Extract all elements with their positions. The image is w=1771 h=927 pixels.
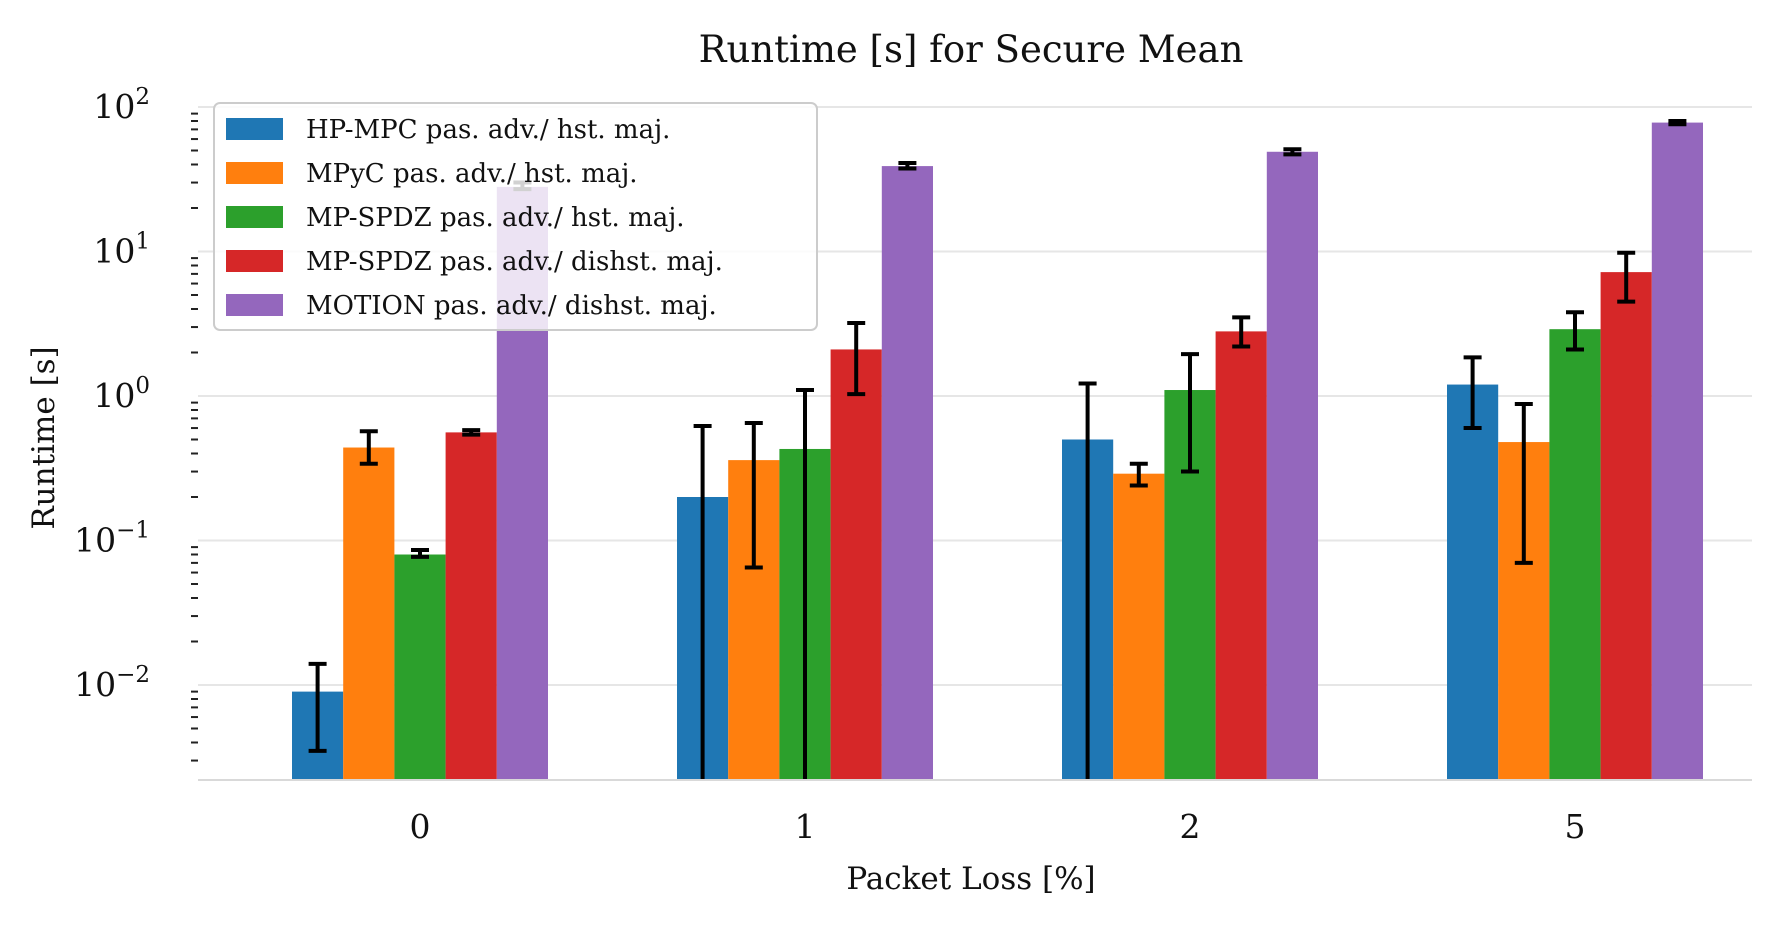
- bar: [445, 432, 497, 780]
- bar: [1266, 151, 1318, 780]
- legend-swatch: [226, 250, 283, 272]
- error-bar: [693, 423, 712, 780]
- bar: [343, 447, 395, 780]
- x-tick-label: 1: [795, 807, 816, 846]
- legend-item: MOTION pas. adv./ dishst. maj.: [226, 291, 717, 321]
- error-bar: [462, 428, 481, 437]
- y-axis-ticks: 102 101 100 10−1 10−2: [74, 84, 198, 762]
- legend-label: HP-MPC pas. adv./ hst. maj.: [306, 115, 670, 145]
- bar: [1549, 329, 1601, 780]
- error-bar: [898, 160, 917, 171]
- error-bar: [1078, 381, 1097, 780]
- y-tick-label: 102: [93, 84, 150, 126]
- bar: [830, 349, 882, 780]
- error-bar: [411, 547, 429, 559]
- legend-swatch: [226, 162, 283, 184]
- y-axis-label: Runtime [s]: [26, 346, 62, 529]
- y-tick-label: 100: [93, 373, 150, 415]
- legend: HP-MPC pas. adv./ hst. maj. MPyC pas. adv…: [213, 102, 818, 331]
- legend-label: MP-SPDZ pas. adv./ dishst. maj.: [306, 247, 723, 277]
- error-bar: [1463, 355, 1482, 431]
- legend-swatch: [226, 206, 283, 228]
- legend-swatch: [226, 118, 283, 140]
- error-bar: [1129, 461, 1148, 488]
- error-bars: [308, 119, 1687, 780]
- legend-label: MP-SPDZ pas. adv./ hst. maj.: [306, 203, 685, 233]
- bar: [1600, 272, 1652, 780]
- error-bar: [847, 321, 866, 397]
- x-tick-label: 5: [1565, 807, 1586, 846]
- legend-item: MP-SPDZ pas. adv./ hst. maj.: [226, 203, 685, 233]
- error-bar: [359, 429, 378, 466]
- error-bar: [796, 388, 814, 780]
- error-bar: [744, 421, 763, 570]
- legend-label: MOTION pas. adv./ dishst. maj.: [306, 291, 717, 321]
- error-bar: [1232, 315, 1251, 349]
- x-tick-label: 2: [1180, 807, 1201, 846]
- bar: [1651, 122, 1703, 780]
- error-bar: [308, 661, 327, 753]
- x-axis-label: Packet Loss [%]: [846, 861, 1095, 897]
- legend-item: MP-SPDZ pas. adv./ dishst. maj.: [226, 247, 723, 277]
- bar: [1215, 331, 1267, 780]
- y-tick-label: 10−1: [74, 518, 150, 560]
- x-axis-ticks: 0 1 2 5: [410, 807, 1586, 846]
- error-bar: [1566, 310, 1584, 352]
- chart-title: Runtime [s] for Secure Mean: [699, 28, 1244, 71]
- x-tick-label: 0: [410, 807, 431, 846]
- legend-item: MPyC pas. adv./ hst. maj.: [226, 159, 638, 189]
- error-bar: [1668, 119, 1687, 127]
- error-bar: [1283, 147, 1302, 157]
- legend-label: MPyC pas. adv./ hst. maj.: [306, 159, 638, 189]
- error-bar: [1181, 352, 1199, 474]
- legend-item: HP-MPC pas. adv./ hst. maj.: [226, 115, 670, 145]
- legend-swatch: [226, 294, 283, 316]
- error-bar: [1514, 402, 1533, 565]
- error-bar: [1617, 250, 1636, 304]
- bar: [394, 554, 446, 780]
- bar: [1113, 473, 1165, 780]
- y-tick-label: 101: [93, 229, 150, 271]
- legend-frame: [213, 102, 818, 331]
- bar: [881, 166, 933, 780]
- y-tick-label: 10−2: [74, 662, 150, 704]
- bar: [1447, 384, 1499, 780]
